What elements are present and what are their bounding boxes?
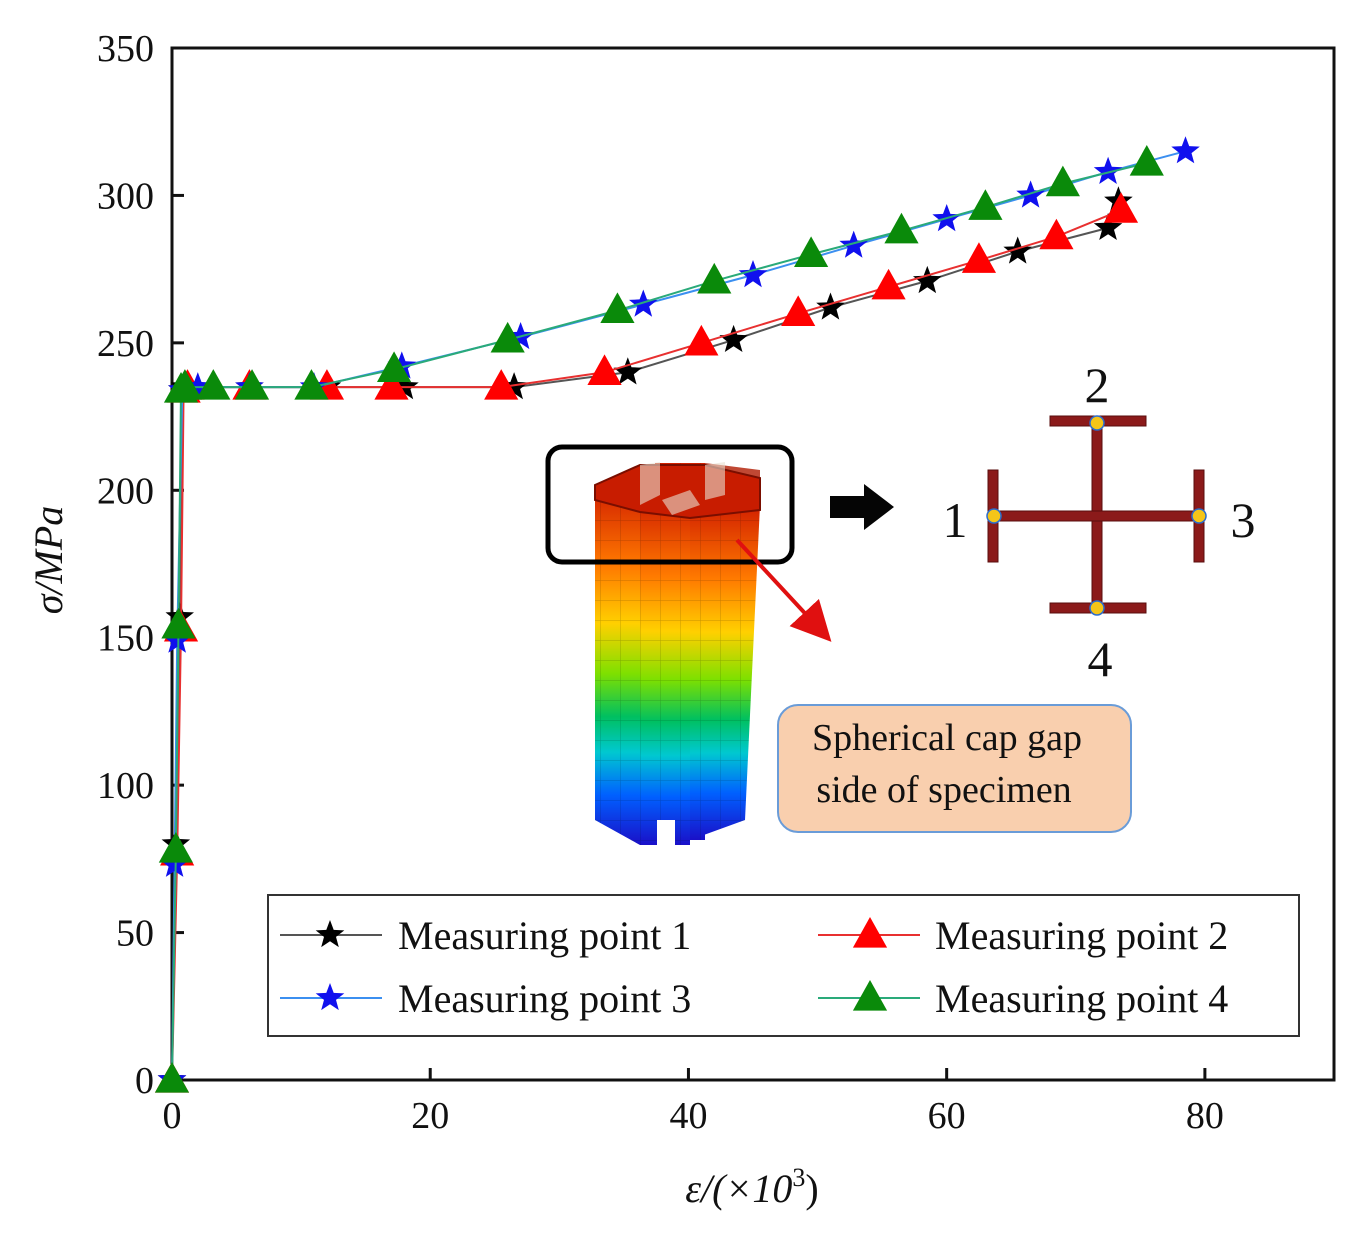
- series-2-point: [781, 295, 816, 326]
- diagram-label-4: 4: [1088, 631, 1113, 687]
- series-4-point: [161, 607, 196, 639]
- note-box: Spherical cap gap side of specimen: [777, 704, 1132, 833]
- series-1-point: [1093, 212, 1123, 240]
- series-4-point: [600, 292, 635, 324]
- y-tick-label: 350: [97, 28, 154, 70]
- series-1-point: [913, 265, 942, 294]
- series-3-point: [183, 372, 213, 400]
- series-2-point: [871, 268, 906, 300]
- x-tick-label: 60: [928, 1095, 966, 1137]
- black-arrow-icon: [830, 484, 894, 530]
- red-pointer-arrow: [735, 538, 832, 642]
- diagram-label-2: 2: [1085, 357, 1110, 413]
- specimen-model-image: [594, 462, 761, 845]
- legend: Measuring point 1 Measuring point 2 Measur…: [267, 894, 1300, 1037]
- legend-item-1: Measuring point 1: [280, 913, 691, 958]
- y-tick-label: 0: [135, 1060, 154, 1102]
- y-tick-label: 150: [97, 618, 154, 660]
- x-tick-label: 40: [669, 1095, 707, 1137]
- legend-marker: [852, 917, 888, 948]
- legend-item-3: Measuring point 3: [280, 976, 691, 1021]
- series-4-point: [294, 369, 329, 400]
- note-line-2: side of specimen: [816, 769, 1071, 811]
- measuring-dot-2: [1089, 415, 1105, 431]
- highlight-box: [545, 444, 795, 565]
- series-3-point: [162, 625, 192, 653]
- series-4-point: [167, 369, 203, 400]
- series-1-point: [613, 357, 642, 385]
- series-2-point: [961, 242, 997, 273]
- legend-label: Measuring point 1: [398, 913, 691, 958]
- series-2-point: [587, 354, 622, 385]
- series-2-point: [1039, 218, 1074, 250]
- series-4-point: [234, 369, 270, 400]
- legend-frame: [267, 894, 1300, 1037]
- y-tick-label: 250: [97, 323, 154, 365]
- legend-marker: [315, 920, 345, 948]
- y-tick-label: 50: [116, 913, 154, 955]
- series-4-point: [196, 369, 231, 400]
- series-2-point: [484, 369, 519, 400]
- series-2-point: [684, 324, 719, 356]
- series-3-point: [1093, 156, 1123, 184]
- series-layer: [154, 136, 1200, 1093]
- diagram-label-1: 1: [943, 492, 968, 548]
- legend-item-2: Measuring point 2: [818, 913, 1228, 958]
- y-tick-label: 200: [97, 470, 154, 512]
- series-4-point: [154, 1062, 190, 1093]
- note-line-1: Spherical cap gap: [812, 717, 1082, 759]
- y-tick-label: 100: [97, 765, 154, 807]
- series-4-point: [697, 262, 732, 294]
- x-axis-label: ε/(×103): [685, 1163, 819, 1211]
- series-1-point: [719, 324, 748, 352]
- diagram-label-3: 3: [1231, 492, 1256, 548]
- legend-marker: [315, 983, 345, 1011]
- y-axis-ticks: 0 50 100 150 200 250 300 350: [97, 28, 184, 1102]
- x-tick-label: 20: [411, 1095, 449, 1137]
- series-1-point: [816, 292, 845, 320]
- series-3-point: [1171, 136, 1200, 164]
- series-4-point: [490, 321, 525, 353]
- plot-frame: [170, 46, 1336, 1082]
- legend-marker: [852, 980, 888, 1011]
- x-tick-label: 0: [163, 1095, 182, 1137]
- x-tick-label: 80: [1186, 1095, 1224, 1137]
- series-1-point: [1003, 236, 1032, 264]
- series-3-point: [738, 260, 768, 288]
- series-4-point: [1045, 165, 1080, 197]
- y-axis-label: σ/MPa: [26, 506, 71, 615]
- series-4-point: [968, 189, 1003, 220]
- series-1-point: [390, 372, 419, 400]
- series-4-point: [884, 212, 919, 244]
- x-axis-ticks: 0 20 40 60 80: [163, 1068, 1224, 1137]
- series-3-point: [387, 351, 417, 379]
- series-2-point: [1103, 192, 1139, 223]
- series-4-point: [376, 351, 412, 382]
- series-2-point: [374, 369, 409, 400]
- series-3-point: [160, 849, 189, 877]
- series-4: [154, 144, 1164, 1093]
- measuring-dot-4: [1089, 600, 1105, 616]
- cross-section-diagram: 1 2 3 4: [943, 357, 1256, 687]
- legend-label: Measuring point 4: [935, 976, 1228, 1021]
- legend-item-4: Measuring point 4: [818, 976, 1228, 1021]
- legend-label: Measuring point 2: [935, 913, 1228, 958]
- series-4-point: [158, 832, 193, 863]
- legend-label: Measuring point 3: [398, 976, 691, 1021]
- measuring-dot-3: [1191, 508, 1207, 524]
- series-4-point: [794, 236, 829, 267]
- series-4-point: [1129, 144, 1164, 176]
- y-tick-label: 300: [97, 175, 154, 217]
- series-2-line: [171, 209, 1122, 1081]
- measuring-dot-1: [986, 508, 1002, 524]
